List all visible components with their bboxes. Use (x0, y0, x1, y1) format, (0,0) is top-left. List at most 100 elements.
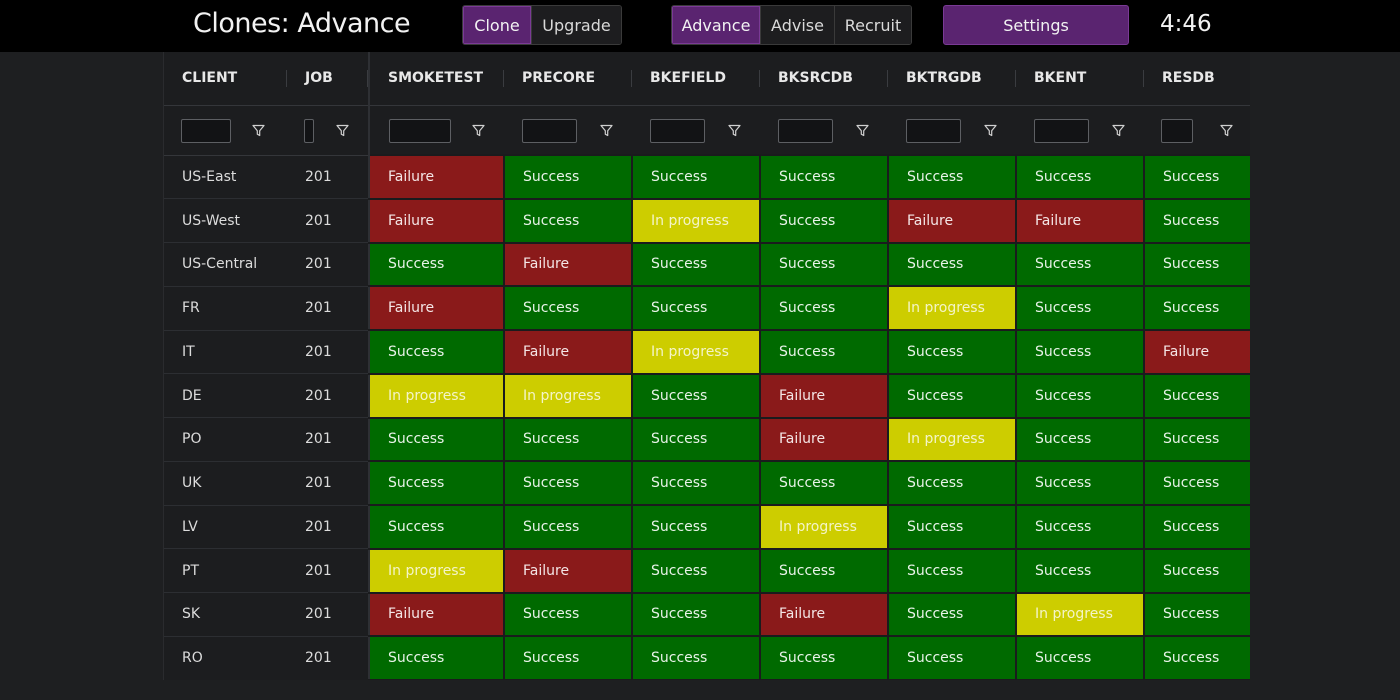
status-cell[interactable]: Failure (1015, 197, 1145, 244)
status-cell[interactable]: In progress (887, 285, 1017, 331)
column-separator[interactable] (631, 70, 632, 87)
filter-input-smoketest[interactable] (389, 118, 451, 143)
status-cell[interactable]: Success (1143, 416, 1250, 463)
filter-icon[interactable] (984, 124, 997, 137)
status-cell[interactable]: In progress (368, 372, 505, 419)
status-cell[interactable]: Failure (1143, 329, 1250, 375)
table-row[interactable]: US-West 201 Failure Success In progress Succe… (164, 197, 1250, 244)
column-separator[interactable] (759, 70, 760, 87)
advise-button[interactable]: Advise (761, 6, 835, 44)
status-cell[interactable]: Success (759, 329, 889, 375)
filter-icon[interactable] (856, 124, 869, 137)
status-cell[interactable]: In progress (887, 416, 1017, 463)
settings-button[interactable]: Settings (943, 5, 1129, 45)
status-cell[interactable]: Failure (368, 591, 505, 638)
status-cell[interactable]: Success (503, 416, 633, 463)
status-cell[interactable]: Success (887, 372, 1017, 419)
status-cell[interactable]: Success (1143, 154, 1250, 200)
filter-input-bktrgdb[interactable] (906, 118, 961, 143)
column-separator[interactable] (367, 70, 368, 87)
status-cell[interactable]: Success (631, 460, 761, 506)
table-row[interactable]: LV 201 Success Success Success In progress Suc… (164, 504, 1250, 550)
filter-input-job[interactable] (304, 118, 314, 143)
filter-input-client[interactable] (181, 118, 231, 143)
filter-input-resdb[interactable] (1161, 118, 1193, 143)
table-row[interactable]: UK 201 Success Success Success Success Success… (164, 460, 1250, 506)
status-cell[interactable]: Success (368, 329, 505, 375)
status-cell[interactable]: Success (503, 591, 633, 638)
status-cell[interactable]: Success (1015, 635, 1145, 680)
filter-icon[interactable] (600, 124, 613, 137)
status-cell[interactable]: Success (631, 635, 761, 680)
status-cell[interactable]: Failure (503, 547, 633, 594)
status-cell[interactable]: Success (368, 241, 505, 288)
column-header-bktrgdb[interactable]: BKTRGDB (888, 52, 1016, 106)
status-cell[interactable]: Success (1015, 504, 1145, 550)
status-cell[interactable]: Success (503, 285, 633, 331)
status-cell[interactable]: Success (1015, 547, 1145, 594)
status-cell[interactable]: Failure (503, 241, 633, 288)
table-row[interactable]: SK 201 Failure Success Success Failure Success… (164, 591, 1250, 638)
column-separator[interactable] (1143, 70, 1144, 87)
status-cell[interactable]: Success (1015, 416, 1145, 463)
status-cell[interactable]: Success (1143, 591, 1250, 638)
status-cell[interactable]: Success (887, 329, 1017, 375)
column-header-resdb[interactable]: RESDB (1144, 52, 1250, 106)
status-cell[interactable]: Success (759, 285, 889, 331)
filter-icon[interactable] (252, 124, 265, 137)
status-cell[interactable]: Success (631, 504, 761, 550)
status-cell[interactable]: Success (887, 504, 1017, 550)
table-row[interactable]: PT 201 In progress Failure Success Success Suc… (164, 547, 1250, 594)
status-cell[interactable]: Success (1143, 241, 1250, 288)
column-separator[interactable] (503, 70, 504, 87)
status-cell[interactable]: Success (1015, 285, 1145, 331)
status-cell[interactable]: Success (1143, 547, 1250, 594)
column-header-client[interactable]: CLIENT (164, 52, 287, 106)
column-header-smoketest[interactable]: SMOKETEST (368, 52, 504, 106)
status-cell[interactable]: Success (503, 635, 633, 680)
status-cell[interactable]: Failure (368, 154, 505, 200)
status-cell[interactable]: Success (1015, 372, 1145, 419)
status-cell[interactable]: Success (631, 416, 761, 463)
status-cell[interactable]: Success (1015, 460, 1145, 506)
status-cell[interactable]: Success (759, 197, 889, 244)
status-cell[interactable]: Success (1015, 241, 1145, 288)
status-cell[interactable]: Success (887, 241, 1017, 288)
table-row[interactable]: FR 201 Failure Success Success Success In prog… (164, 285, 1250, 331)
column-header-bksrcdb[interactable]: BKSRCDB (760, 52, 888, 106)
status-cell[interactable]: Failure (887, 197, 1017, 244)
status-cell[interactable]: In progress (631, 197, 761, 244)
status-cell[interactable]: Success (368, 504, 505, 550)
status-cell[interactable]: Failure (368, 197, 505, 244)
table-row[interactable]: US-Central 201 Success Failure Success Succes… (164, 241, 1250, 288)
status-cell[interactable]: Success (887, 547, 1017, 594)
status-cell[interactable]: Success (759, 460, 889, 506)
status-cell[interactable]: Failure (368, 285, 505, 331)
status-cell[interactable]: Success (631, 591, 761, 638)
status-cell[interactable]: Success (887, 591, 1017, 638)
status-cell[interactable]: Success (759, 635, 889, 680)
filter-icon[interactable] (472, 124, 485, 137)
table-row[interactable]: RO 201 Success Success Success Success Success… (164, 635, 1250, 680)
column-separator[interactable] (286, 70, 287, 87)
status-cell[interactable]: Success (368, 635, 505, 680)
filter-input-bksrcdb[interactable] (778, 118, 833, 143)
status-cell[interactable]: Success (631, 372, 761, 419)
status-cell[interactable]: Success (1143, 504, 1250, 550)
status-cell[interactable]: Success (503, 197, 633, 244)
status-cell[interactable]: Success (368, 460, 505, 506)
table-row[interactable]: PO 201 Success Success Success Failure In prog… (164, 416, 1250, 463)
status-cell[interactable]: Success (1015, 154, 1145, 200)
status-cell[interactable]: Success (631, 285, 761, 331)
status-cell[interactable]: Success (1143, 197, 1250, 244)
status-cell[interactable]: Success (631, 154, 761, 200)
advance-button[interactable]: Advance (672, 6, 761, 44)
table-row[interactable]: US-East 201 Failure Success Success Success Su… (164, 154, 1250, 200)
filter-input-bkent[interactable] (1034, 118, 1089, 143)
filter-icon[interactable] (1220, 124, 1233, 137)
status-cell[interactable]: Success (1143, 285, 1250, 331)
column-header-precore[interactable]: PRECORE (504, 52, 632, 106)
clone-button[interactable]: Clone (463, 6, 532, 44)
status-cell[interactable]: Success (503, 460, 633, 506)
status-cell[interactable]: Success (759, 241, 889, 288)
